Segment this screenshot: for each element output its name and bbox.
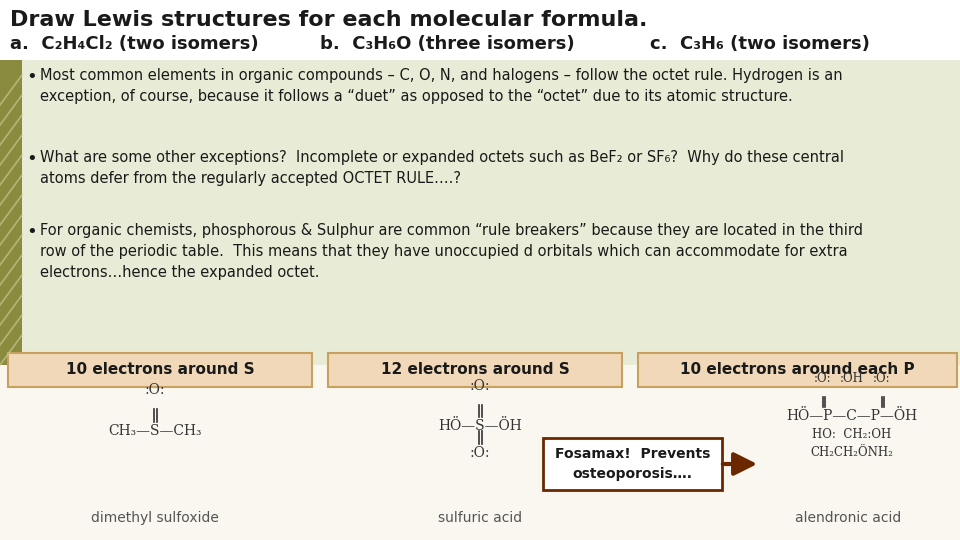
Text: :OH: :OH [840, 372, 864, 385]
Text: :O:: :O: [469, 379, 491, 393]
Text: For organic chemists, phosphorous & Sulphur are common “rule breakers” because t: For organic chemists, phosphorous & Sulp… [40, 223, 863, 280]
Text: 10 electrons around S: 10 electrons around S [65, 362, 254, 377]
Text: HÖ—S—ÖH: HÖ—S—ÖH [438, 419, 522, 433]
Text: c.  C₃H₆ (two isomers): c. C₃H₆ (two isomers) [650, 35, 870, 53]
Text: HÖ—P—C—P—ÖH: HÖ—P—C—P—ÖH [786, 409, 918, 423]
Text: •: • [26, 150, 36, 168]
Text: CH₂CH₂ÖNH₂: CH₂CH₂ÖNH₂ [810, 446, 894, 459]
Text: :O:: :O: [874, 372, 891, 385]
Text: Most common elements in organic compounds – C, O, N, and halogens – follow the o: Most common elements in organic compound… [40, 68, 843, 104]
Bar [0, 60, 22, 365]
Text: •: • [26, 68, 36, 86]
FancyBboxPatch shape [328, 353, 622, 387]
FancyArrowPatch shape [723, 454, 753, 474]
Text: 12 electrons around S: 12 electrons around S [380, 362, 569, 377]
Bar [0, 365, 960, 540]
FancyBboxPatch shape [638, 353, 957, 387]
Text: :O:: :O: [814, 372, 831, 385]
Text: What are some other exceptions?  Incomplete or expanded octets such as BeF₂ or S: What are some other exceptions? Incomple… [40, 150, 844, 186]
Text: Draw Lewis structures for each molecular formula.: Draw Lewis structures for each molecular… [10, 10, 647, 30]
Bar [0, 60, 960, 365]
Text: 10 electrons around each P: 10 electrons around each P [681, 362, 915, 377]
Text: :O:: :O: [145, 383, 165, 397]
Text: a.  C₂H₄Cl₂ (two isomers): a. C₂H₄Cl₂ (two isomers) [10, 35, 258, 53]
Text: CH₃—S—CH₃: CH₃—S—CH₃ [108, 424, 202, 438]
Text: b.  C₃H₆O (three isomers): b. C₃H₆O (three isomers) [320, 35, 575, 53]
FancyBboxPatch shape [543, 438, 722, 490]
FancyBboxPatch shape [8, 353, 312, 387]
Text: •: • [26, 223, 36, 241]
Text: HO:  CH₂:OH: HO: CH₂:OH [812, 428, 892, 441]
Text: sulfuric acid: sulfuric acid [438, 511, 522, 525]
Text: Fosamax!  Prevents
osteoporosis….: Fosamax! Prevents osteoporosis…. [555, 447, 710, 481]
Text: :O:: :O: [469, 446, 491, 460]
Text: alendronic acid: alendronic acid [795, 511, 901, 525]
Text: dimethyl sulfoxide: dimethyl sulfoxide [91, 511, 219, 525]
